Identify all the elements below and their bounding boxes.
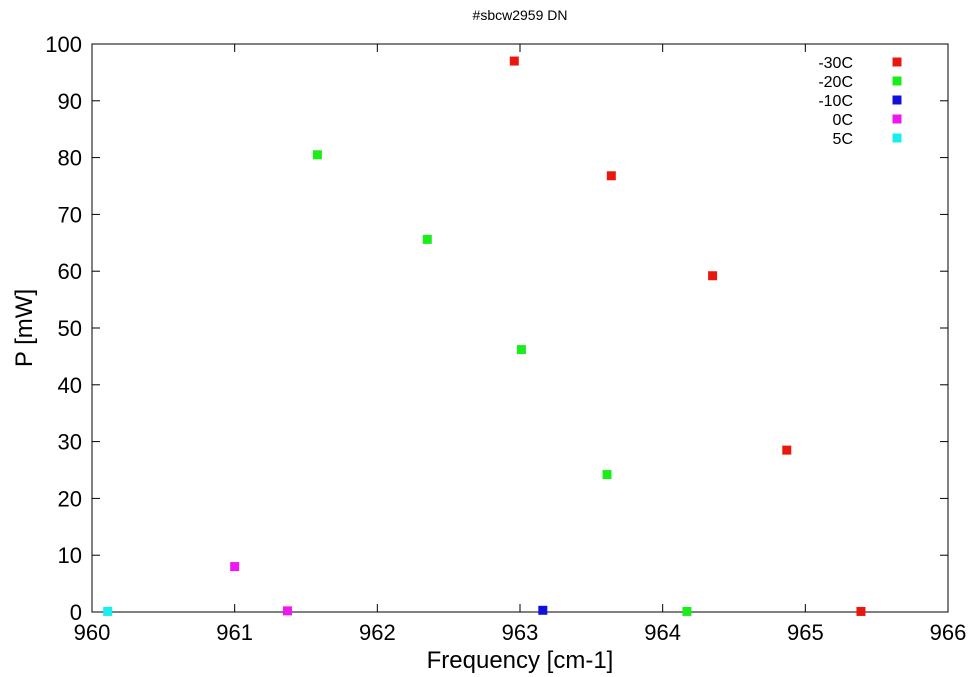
legend-marker [892, 114, 902, 124]
x-tick-label: 963 [502, 620, 539, 645]
legend-marker [892, 76, 902, 86]
x-tick-label: 965 [787, 620, 824, 645]
y-tick-label: 60 [58, 259, 82, 284]
y-tick-label: 10 [58, 543, 82, 568]
legend-label: 5C [833, 131, 853, 148]
y-tick-label: 90 [58, 89, 82, 114]
data-point [782, 445, 792, 455]
legend-label: 0C [833, 112, 853, 129]
y-tick-label: 40 [58, 373, 82, 398]
legend-marker [892, 95, 902, 105]
data-point [422, 234, 432, 244]
data-point [516, 345, 526, 355]
legend-label: -20C [818, 74, 853, 91]
plot-frame [91, 43, 949, 613]
x-tick-label: 964 [644, 620, 681, 645]
y-tick-label: 70 [58, 202, 82, 227]
axis-ticks: 960 961 962 963 964 965 966 0 10 20 30 40 50 60 70 80 90… [45, 32, 966, 645]
legend: -30C -20C -10C 0C 5C [818, 55, 902, 148]
data-point [312, 150, 322, 160]
data-point [230, 562, 240, 572]
y-tick-label: 30 [58, 430, 82, 455]
data-point [538, 605, 548, 615]
y-tick-label: 20 [58, 486, 82, 511]
legend-marker [892, 133, 902, 143]
chart-title: #sbcw2959 DN [473, 7, 568, 23]
x-tick-label: 966 [930, 620, 967, 645]
y-tick-label: 100 [45, 32, 82, 57]
y-tick-label: 0 [70, 600, 82, 625]
x-tick-label: 960 [74, 620, 111, 645]
y-axis-title: P [mW] [11, 289, 38, 367]
y-tick-label: 50 [58, 316, 82, 341]
x-tick-label: 962 [359, 620, 396, 645]
x-axis-title: Frequency [cm-1] [427, 647, 614, 674]
legend-label: -10C [818, 93, 853, 110]
data-point [602, 470, 612, 480]
legend-label: -30C [818, 55, 853, 72]
data-point [103, 606, 113, 616]
data-point [708, 271, 718, 281]
data-point [282, 606, 292, 616]
data-points [103, 56, 866, 616]
data-point [509, 56, 519, 66]
x-tick-label: 961 [216, 620, 253, 645]
data-point [606, 171, 616, 181]
legend-marker [892, 57, 902, 67]
data-point [856, 606, 866, 616]
y-tick-label: 80 [58, 146, 82, 171]
data-point [682, 606, 692, 616]
